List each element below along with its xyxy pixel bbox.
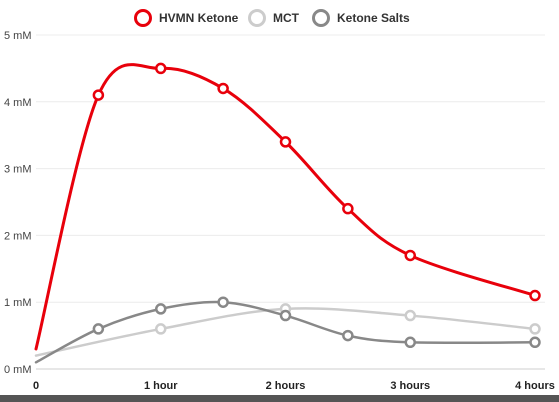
x-axis: 0 1 hour 2 hours 3 hours 4 hours: [0, 380, 559, 402]
data-point-ketone-salts[interactable]: [342, 329, 354, 342]
data-point-mct[interactable]: [155, 323, 167, 335]
x-tick-label: 3 hours: [390, 380, 430, 392]
data-point-ketone-salts[interactable]: [404, 336, 416, 349]
y-axis: 0 mM 1 mM 2 mM 3 mM 4 mM 5 mM: [4, 30, 32, 376]
data-point-ketone-salts[interactable]: [279, 309, 292, 322]
data-point-hvmn-ketone[interactable]: [404, 249, 416, 262]
x-tick-label: 1 hour: [144, 380, 178, 392]
data-point-ketone-salts[interactable]: [529, 336, 541, 349]
x-tick-label: 4 hours: [515, 380, 555, 392]
legend-label: HVMN Ketone: [159, 11, 239, 25]
series-ketone-salts: [34, 296, 541, 364]
y-tick-label: 3 mM: [4, 164, 32, 176]
gridlines: [36, 34, 545, 370]
legend: HVMN Ketone MCT Ketone Salts: [134, 9, 411, 27]
y-tick-label: 2 mM: [4, 230, 32, 242]
y-tick-label: 0 mM: [4, 364, 32, 376]
data-point-mct[interactable]: [404, 309, 416, 322]
legend-marker-mct: [248, 9, 266, 27]
x-tick-label: 0: [33, 380, 39, 392]
data-point-hvmn-ketone[interactable]: [529, 289, 541, 302]
data-point-ketone-salts[interactable]: [155, 303, 167, 315]
data-point-hvmn-ketone[interactable]: [92, 89, 105, 101]
x-tick-label: 2 hours: [266, 380, 306, 392]
legend-marker-ketone-salts: [312, 9, 330, 27]
y-tick-label: 5 mM: [4, 30, 32, 42]
legend-label: Ketone Salts: [337, 11, 410, 25]
x-axis-bar: [0, 395, 559, 402]
legend-item-ketone-salts[interactable]: Ketone Salts: [312, 9, 411, 27]
y-tick-label: 1 mM: [4, 297, 32, 309]
legend-item-mct[interactable]: MCT: [248, 9, 300, 27]
legend-label: MCT: [273, 11, 300, 25]
data-point-hvmn-ketone[interactable]: [217, 82, 229, 95]
data-point-hvmn-ketone[interactable]: [342, 202, 354, 215]
series-hvmn-ketone: [34, 62, 541, 351]
y-tick-label: 4 mM: [4, 97, 32, 109]
data-point-hvmn-ketone[interactable]: [279, 136, 292, 148]
series-lines: [34, 62, 541, 364]
data-point-mct[interactable]: [529, 323, 541, 335]
data-point-hvmn-ketone[interactable]: [155, 62, 167, 75]
data-point-ketone-salts[interactable]: [92, 323, 105, 335]
legend-marker-hvmn-ketone: [134, 9, 152, 27]
legend-item-hvmn-ketone[interactable]: HVMN Ketone: [134, 9, 239, 27]
data-point-ketone-salts[interactable]: [217, 296, 229, 308]
